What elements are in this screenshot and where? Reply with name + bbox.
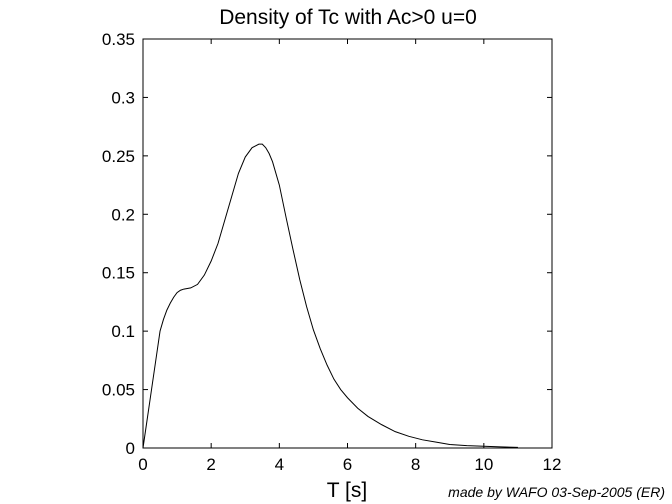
x-tick-label: 10 <box>474 455 493 474</box>
x-tick-label: 8 <box>411 455 420 474</box>
x-tick-label: 0 <box>138 455 147 474</box>
plot-area <box>142 38 553 449</box>
y-tick-label: 0.35 <box>102 30 135 49</box>
x-tick-label: 6 <box>343 455 352 474</box>
x-tick-label: 4 <box>275 455 284 474</box>
x-axis-label: T [s] <box>327 479 367 502</box>
y-tick-label: 0 <box>126 439 135 458</box>
y-tick-label: 0.2 <box>111 205 135 224</box>
y-tick-label: 0.15 <box>102 264 135 283</box>
x-tick-labels: 0 2 4 6 8 10 12 <box>138 455 561 474</box>
density-curve <box>142 143 518 449</box>
y-tick-label: 0.1 <box>111 322 135 341</box>
y-tick-labels: 0 0.05 0.1 0.15 0.2 0.25 0.3 0.35 <box>102 30 135 458</box>
tick-marks <box>142 38 553 449</box>
chart-title: Density of Tc with Ac>0 u=0 <box>219 6 477 29</box>
y-tick-label: 0.3 <box>111 88 135 107</box>
y-tick-label: 0.05 <box>102 381 135 400</box>
x-tick-label: 2 <box>206 455 215 474</box>
x-tick-label: 12 <box>543 455 562 474</box>
axes-frame <box>142 38 553 449</box>
y-tick-label: 0.25 <box>102 147 135 166</box>
footer-credit: made by WAFO 03-Sep-2005 (ER) <box>448 484 665 500</box>
